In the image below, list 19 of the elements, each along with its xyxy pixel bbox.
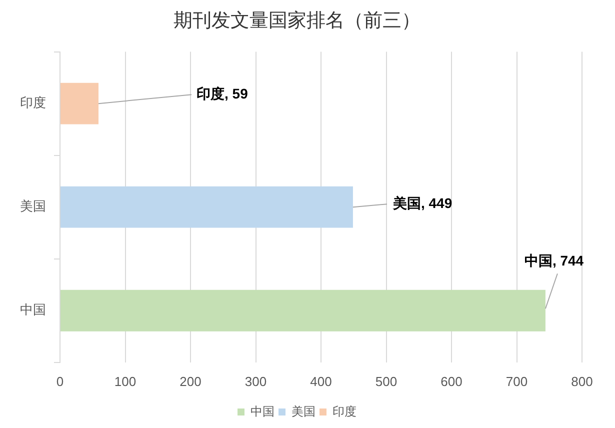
- chart-title: 期刊发文量国家排名（前三）: [174, 10, 420, 32]
- x-tick-label: 100: [114, 374, 136, 389]
- x-tick-label: 200: [180, 374, 202, 389]
- x-tick-label: 800: [571, 374, 593, 389]
- legend-label: 中国: [250, 404, 274, 418]
- legend-label: 美国: [292, 404, 316, 418]
- legend-label: 印度: [332, 404, 356, 418]
- x-tick-label: 0: [56, 374, 64, 389]
- x-tick-label: 400: [310, 374, 332, 389]
- data-label: 印度, 59: [196, 85, 248, 102]
- data-label: 美国, 449: [392, 194, 452, 211]
- x-tick-label: 500: [375, 374, 398, 389]
- x-tick-label: 300: [244, 374, 267, 389]
- x-tick-label: 700: [506, 374, 528, 389]
- data-label: 中国, 744: [524, 252, 584, 268]
- y-tick-label: 印度: [20, 95, 46, 110]
- y-tick-label: 中国: [20, 302, 46, 318]
- y-tick-label: 美国: [20, 198, 46, 214]
- x-tick-label: 600: [440, 374, 462, 389]
